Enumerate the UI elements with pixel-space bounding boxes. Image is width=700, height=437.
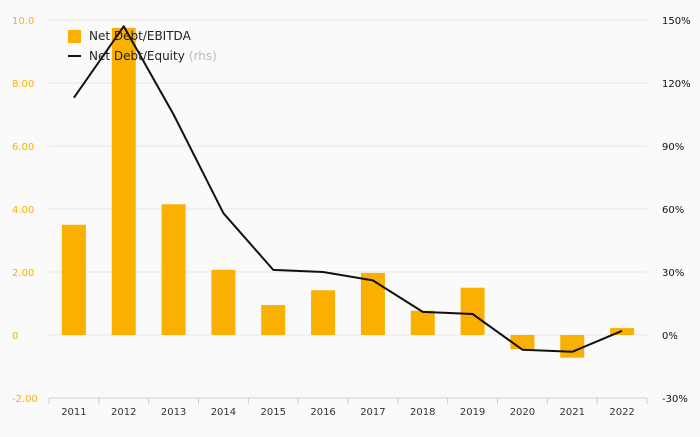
legend-line-suffix: (rhs) [189, 49, 217, 63]
y-left-tick-label: 0 [12, 331, 18, 342]
y-left-tick-label: 6.00 [12, 142, 34, 153]
legend: Net Debt/EBITDA Net Debt/Equity (rhs) [68, 26, 217, 66]
bar [361, 273, 385, 335]
bar [510, 335, 534, 349]
y-right-tick-label: 120% [662, 79, 691, 90]
x-tick-label: 2021 [560, 407, 585, 418]
y-left-tick-label: 2.00 [12, 268, 34, 279]
y-right-tick-label: 90% [662, 142, 684, 153]
x-tick-label: 2022 [609, 407, 634, 418]
legend-bar-label: Net Debt/EBITDA [89, 29, 191, 43]
legend-bar-swatch [68, 30, 81, 43]
bar [112, 28, 136, 335]
legend-item-line: Net Debt/Equity (rhs) [68, 46, 217, 66]
bar [560, 335, 584, 358]
bar [311, 290, 335, 335]
y-left-tick-label: -2.00 [12, 394, 38, 405]
bar [261, 305, 285, 335]
legend-line-swatch [68, 55, 81, 57]
y-left-tick-label: 4.00 [12, 205, 34, 216]
line-series [74, 26, 622, 352]
y-right-tick-label: 150% [662, 16, 691, 27]
x-tick-label: 2015 [261, 407, 286, 418]
bar [211, 270, 235, 335]
y-left-tick-label: 10.0 [12, 16, 34, 27]
bar [411, 311, 435, 335]
x-tick-label: 2014 [211, 407, 236, 418]
x-tick-label: 2011 [61, 407, 86, 418]
x-tick-label: 2016 [310, 407, 335, 418]
bar [62, 225, 86, 335]
y-right-tick-label: 30% [662, 268, 684, 279]
x-tick-label: 2020 [510, 407, 535, 418]
x-tick-label: 2017 [360, 407, 385, 418]
y-right-tick-label: 0% [662, 331, 678, 342]
y-left-tick-label: 8.00 [12, 79, 34, 90]
bar [162, 204, 186, 335]
legend-line-label: Net Debt/Equity [89, 49, 185, 63]
y-right-tick-label: -30% [662, 394, 688, 405]
y-right-tick-label: 60% [662, 205, 684, 216]
legend-item-bar: Net Debt/EBITDA [68, 26, 217, 46]
bar [461, 288, 485, 335]
x-tick-label: 2013 [161, 407, 186, 418]
x-tick-label: 2012 [111, 407, 136, 418]
x-tick-label: 2019 [460, 407, 485, 418]
x-tick-label: 2018 [410, 407, 435, 418]
